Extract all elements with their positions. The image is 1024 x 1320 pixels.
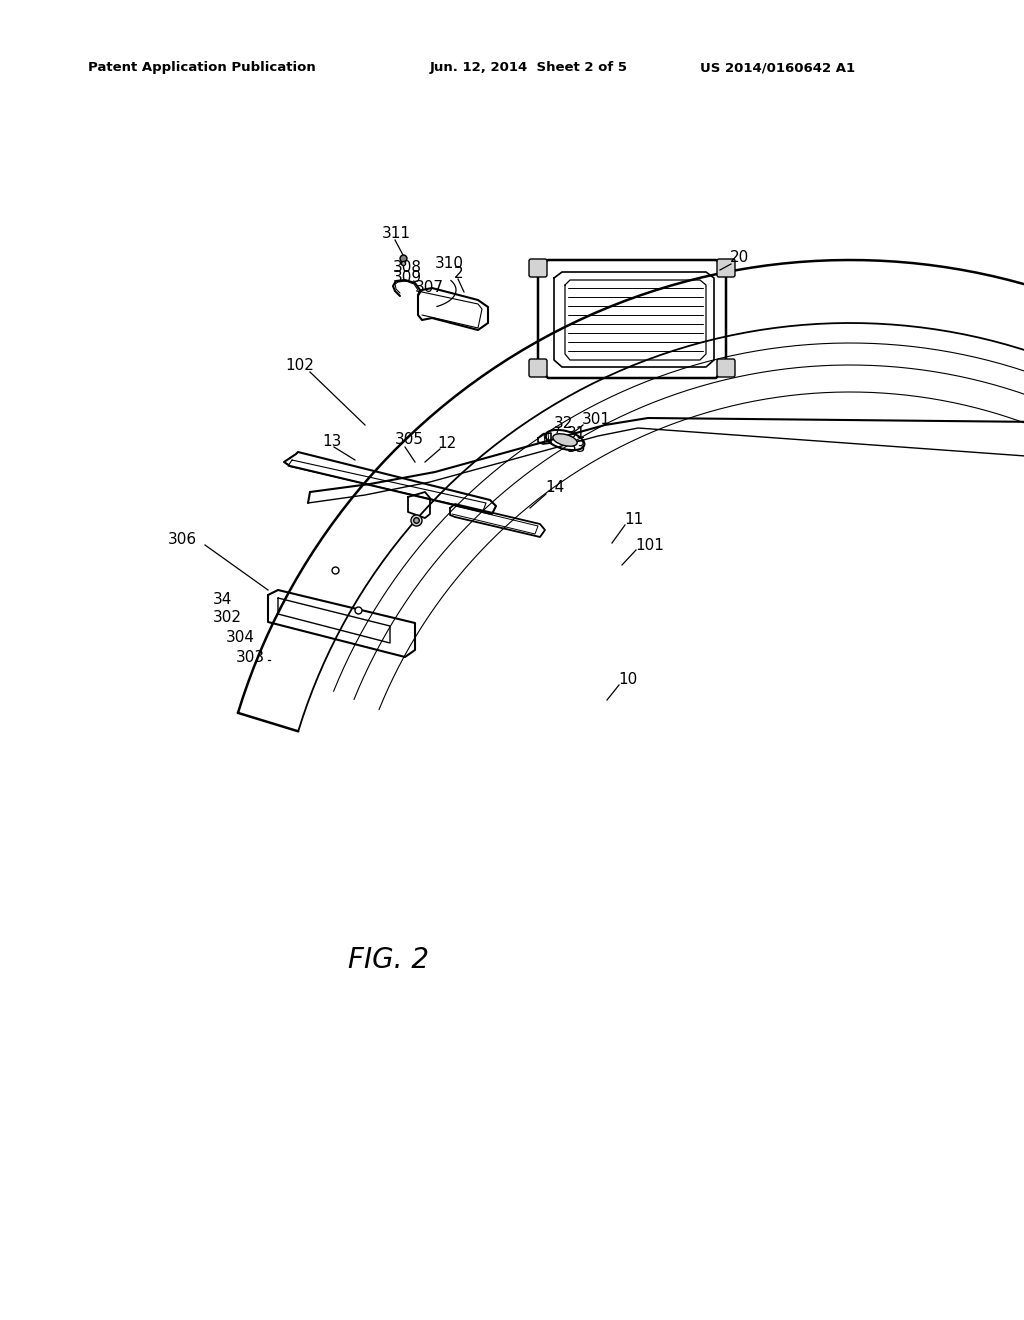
FancyBboxPatch shape bbox=[529, 259, 547, 277]
Text: 305: 305 bbox=[395, 433, 424, 447]
Text: 102: 102 bbox=[285, 358, 314, 372]
Text: 11: 11 bbox=[624, 512, 643, 528]
Text: 306: 306 bbox=[168, 532, 198, 548]
FancyBboxPatch shape bbox=[717, 359, 735, 378]
Text: 20: 20 bbox=[730, 251, 750, 265]
Text: FIG. 2: FIG. 2 bbox=[347, 946, 428, 974]
Text: Patent Application Publication: Patent Application Publication bbox=[88, 62, 315, 74]
Text: 310: 310 bbox=[435, 256, 464, 272]
Text: 14: 14 bbox=[545, 480, 564, 495]
Text: Jun. 12, 2014  Sheet 2 of 5: Jun. 12, 2014 Sheet 2 of 5 bbox=[430, 62, 628, 74]
Text: 33: 33 bbox=[567, 440, 587, 454]
Text: 101: 101 bbox=[635, 537, 664, 553]
Text: 13: 13 bbox=[322, 434, 341, 450]
Text: 34: 34 bbox=[213, 593, 232, 607]
Text: 32: 32 bbox=[554, 416, 573, 430]
Ellipse shape bbox=[553, 434, 578, 446]
FancyBboxPatch shape bbox=[717, 259, 735, 277]
Text: 311: 311 bbox=[382, 226, 411, 240]
Text: 2: 2 bbox=[454, 267, 464, 281]
Text: 301: 301 bbox=[582, 412, 611, 428]
Text: 304: 304 bbox=[226, 630, 255, 644]
Text: 307: 307 bbox=[415, 281, 444, 296]
Text: 309: 309 bbox=[393, 271, 422, 285]
Text: 302: 302 bbox=[213, 610, 242, 624]
Text: 12: 12 bbox=[437, 436, 457, 450]
Text: US 2014/0160642 A1: US 2014/0160642 A1 bbox=[700, 62, 855, 74]
FancyBboxPatch shape bbox=[529, 359, 547, 378]
Text: 31: 31 bbox=[567, 425, 587, 441]
Text: 308: 308 bbox=[393, 260, 422, 276]
Text: 10: 10 bbox=[618, 672, 637, 688]
Text: 303: 303 bbox=[236, 649, 265, 664]
